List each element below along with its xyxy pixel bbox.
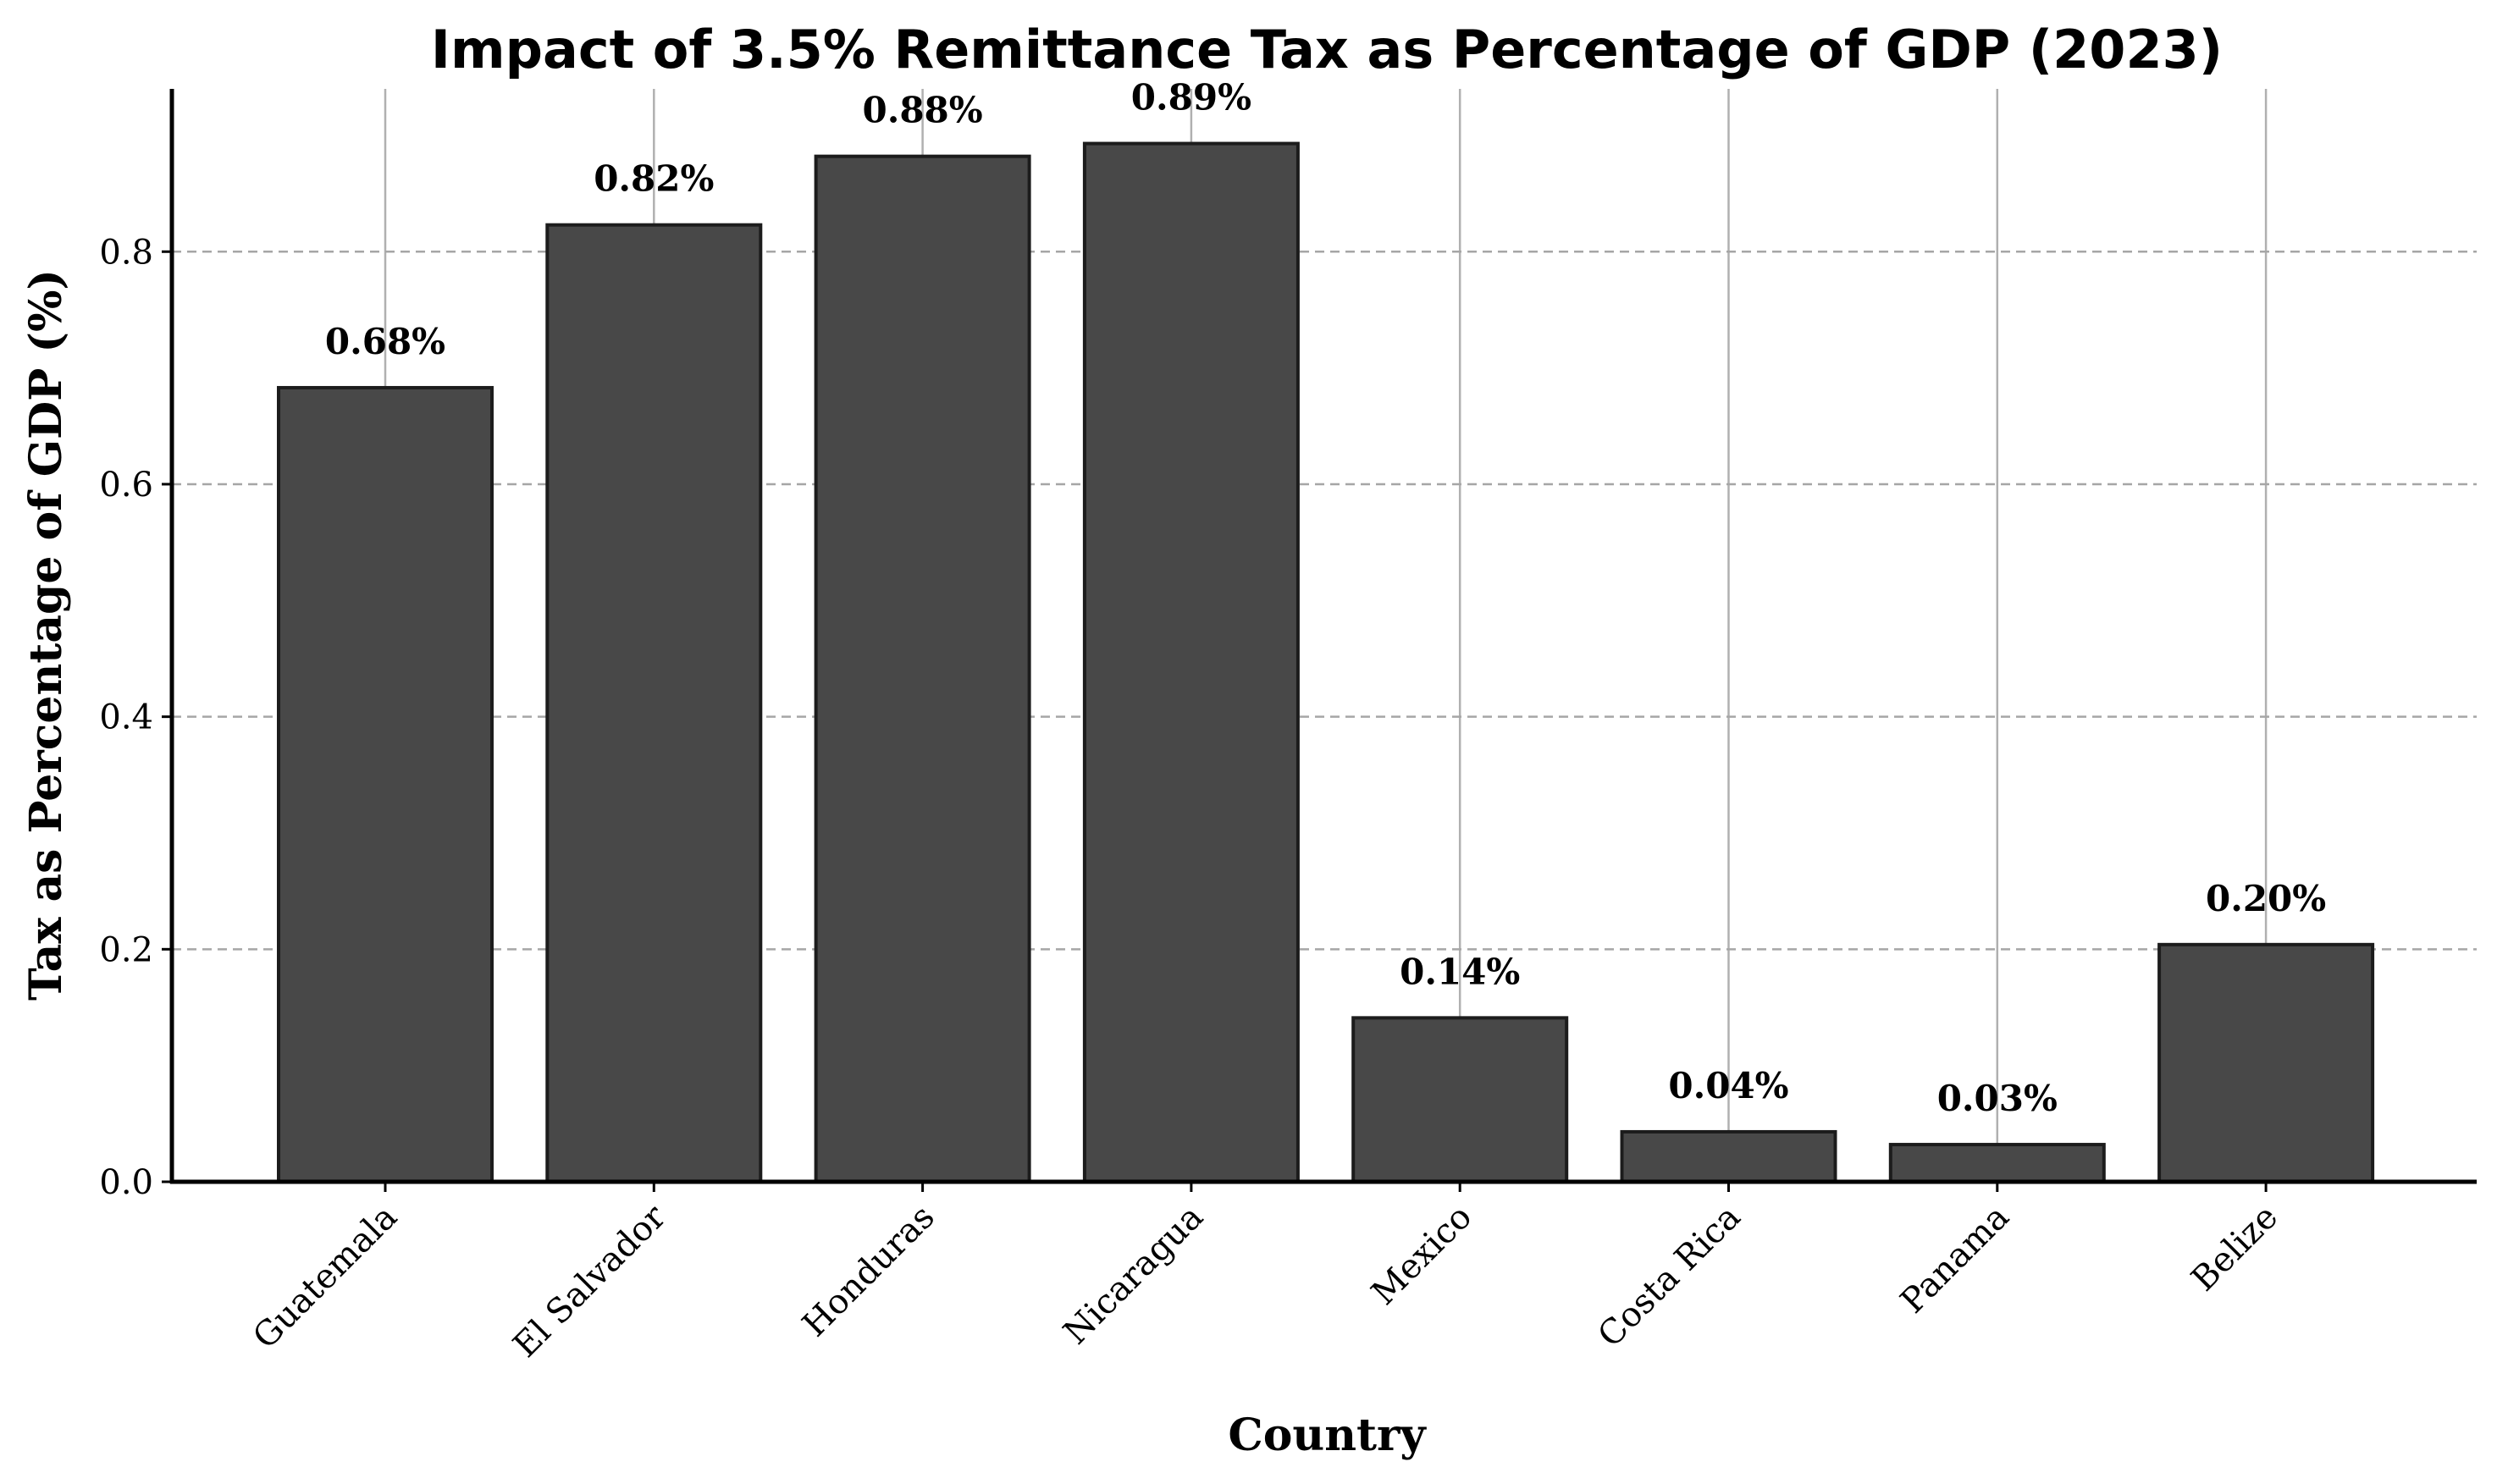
bar <box>2157 942 2375 1184</box>
y-tick-label: 0.0 <box>99 1163 153 1202</box>
x-tick-label: Nicaragua <box>1056 1198 1211 1353</box>
bar <box>277 385 494 1183</box>
x-tick-label: Costa Rica <box>1591 1198 1748 1355</box>
bar <box>814 154 1031 1183</box>
x-tick-label: Honduras <box>795 1198 942 1345</box>
bar <box>545 223 763 1183</box>
x-tick-label: El Salvador <box>505 1197 674 1365</box>
bar-value-label: 0.04% <box>1668 1065 1788 1106</box>
bar-value-label: 0.88% <box>862 90 982 131</box>
bar <box>1888 1143 2106 1183</box>
y-tick-label: 0.8 <box>99 233 153 272</box>
x-tick-label: Mexico <box>1364 1198 1479 1313</box>
grid <box>172 89 2477 1182</box>
y-tick-label: 0.6 <box>99 466 153 505</box>
y-tick-label: 0.2 <box>99 930 153 969</box>
bar-value-label: 0.14% <box>1400 951 1520 992</box>
x-axis-label: Country <box>1228 1410 1427 1461</box>
y-axis-label: Tax as Percentage of GDP (%) <box>20 269 72 1001</box>
bar-value-label: 0.20% <box>2206 878 2326 919</box>
x-tick-label: Belize <box>2184 1198 2285 1299</box>
y-tick-label: 0.4 <box>99 698 153 737</box>
chart-title: Impact of 3.5% Remittance Tax as Percent… <box>431 19 2223 80</box>
bar-value-label: 0.03% <box>1937 1078 2058 1119</box>
bar <box>1351 1016 1569 1183</box>
bar-value-label: 0.89% <box>1131 77 1251 119</box>
x-tick-label: Guatemala <box>246 1198 405 1357</box>
bar <box>1620 1129 1837 1183</box>
x-tick-label: Panama <box>1893 1198 2017 1321</box>
bars <box>277 141 2375 1184</box>
bar-value-label: 0.68% <box>325 321 445 362</box>
bar <box>1082 141 1300 1183</box>
bar-value-label: 0.82% <box>594 158 714 200</box>
axes <box>162 89 2477 1192</box>
